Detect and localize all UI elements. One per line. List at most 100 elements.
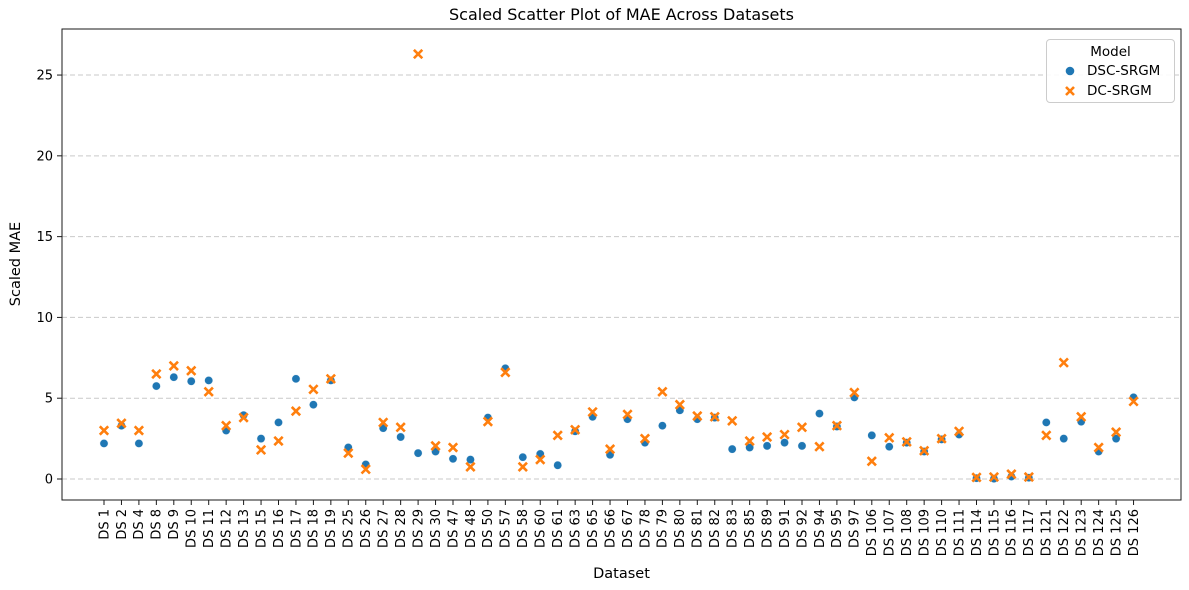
data-point-circle: [448, 454, 458, 464]
y-tick-label: 10: [36, 311, 53, 326]
x-tick-label: DS 4: [132, 509, 147, 540]
x-tick-label: DS 97: [848, 509, 863, 548]
data-point-x: [814, 441, 825, 452]
legend-title: Model: [1090, 44, 1131, 60]
x-marker-icon: [1065, 86, 1075, 96]
data-point-x: [831, 420, 843, 431]
y-tick-label: 25: [36, 69, 53, 84]
data-point-x: [151, 368, 162, 380]
data-point-circle: [186, 376, 196, 386]
data-point-circle: [308, 400, 318, 410]
x-tick-label: DS 79: [656, 509, 671, 548]
x-tick-label: DS 17: [289, 509, 304, 548]
data-point-x: [1006, 469, 1017, 480]
data-point-x: [604, 443, 616, 455]
y-tick-label: 5: [45, 392, 53, 407]
data-point-circle: [134, 438, 144, 448]
data-point-x: [203, 386, 214, 397]
data-point-x: [447, 442, 459, 453]
x-tick-label: DS 95: [830, 509, 845, 548]
data-point-x: [744, 435, 755, 447]
data-point-circle: [518, 452, 528, 462]
data-point-x: [1058, 357, 1069, 368]
data-point-circle: [745, 442, 755, 453]
legend-entry-label: DC-SRGM: [1087, 83, 1152, 99]
x-tick-label: DS 121: [1040, 509, 1055, 556]
data-point-x: [779, 429, 790, 440]
x-tick-label: DS 92: [795, 509, 810, 548]
x-tick-label: DS 29: [411, 509, 426, 548]
x-tick-label: DS 94: [813, 509, 828, 548]
x-tick-label: DS 117: [1022, 509, 1037, 556]
y-tick-label: 15: [36, 230, 53, 245]
x-tick-label: DS 124: [1092, 509, 1107, 556]
data-point-circle: [99, 438, 109, 448]
x-tick-label: DS 30: [429, 509, 444, 548]
data-point-circle: [413, 448, 423, 458]
data-point-x: [378, 417, 389, 428]
data-point-circle: [1111, 434, 1121, 444]
data-point-x: [116, 418, 127, 429]
x-tick-label: DS 116: [1005, 509, 1020, 556]
data-point-x: [849, 387, 860, 398]
data-point-x: [500, 367, 511, 378]
data-point-x: [884, 432, 895, 443]
data-point-x: [186, 365, 197, 376]
data-point-circle: [657, 421, 667, 431]
legend-entry-dc-srgm: DC-SRGM: [1047, 81, 1174, 101]
legend-entry-dsc-srgm: DSC-SRGM: [1047, 61, 1174, 81]
data-point-x: [919, 445, 930, 456]
x-tick-label: DS 61: [551, 509, 566, 548]
data-point-x: [866, 456, 877, 467]
x-tick-label: DS 123: [1075, 509, 1090, 556]
data-point-x: [971, 472, 982, 483]
data-point-circle: [396, 432, 406, 442]
x-tick-label: DS 91: [778, 509, 793, 548]
x-tick-label: DS 8: [150, 509, 165, 540]
x-tick-label: DS 109: [917, 509, 932, 556]
data-point-x: [308, 384, 319, 395]
data-point-x: [761, 431, 773, 443]
data-point-x: [1110, 427, 1122, 438]
x-tick-label: DS 19: [324, 509, 339, 548]
data-point-x: [622, 409, 633, 420]
x-tick-label: DS 25: [342, 509, 357, 548]
x-tick-label: DS 57: [499, 509, 514, 548]
data-point-x: [465, 461, 476, 472]
y-tick-label: 0: [45, 472, 53, 487]
x-tick-label: DS 83: [726, 509, 741, 548]
x-tick-label: DS 26: [359, 509, 374, 548]
data-point-circle: [553, 460, 563, 470]
data-point-x: [238, 412, 249, 423]
x-tick-label: DS 80: [673, 509, 688, 548]
data-point-circle: [867, 430, 877, 440]
x-tick-label: DS 81: [691, 509, 706, 548]
x-tick-label: DS 126: [1127, 509, 1142, 556]
data-point-x: [936, 433, 947, 444]
data-point-circle: [814, 409, 824, 419]
data-point-x: [343, 448, 354, 459]
data-point-x: [1023, 471, 1034, 483]
data-point-x: [255, 444, 267, 456]
x-tick-label: DS 1: [97, 509, 112, 540]
x-tick-label: DS 110: [935, 509, 950, 556]
data-point-x: [587, 406, 598, 418]
data-point-circle: [256, 434, 266, 444]
data-point-x: [1128, 396, 1139, 407]
data-point-circle: [169, 372, 179, 382]
x-tick-label: DS 12: [219, 509, 234, 548]
data-point-circle: [884, 442, 894, 452]
data-point-x: [430, 440, 441, 451]
data-point-circle: [797, 441, 807, 451]
x-tick-label: DS 89: [760, 509, 775, 548]
x-tick-label: DS 15: [254, 509, 269, 548]
legend-entry-label: DSC-SRGM: [1087, 63, 1161, 79]
data-point-x: [133, 425, 145, 436]
plot-border: [61, 28, 1182, 501]
data-point-x: [796, 422, 808, 433]
x-tick-label: DS 78: [638, 509, 653, 548]
x-tick-label: DS 106: [865, 509, 880, 556]
data-point-x: [727, 415, 738, 426]
